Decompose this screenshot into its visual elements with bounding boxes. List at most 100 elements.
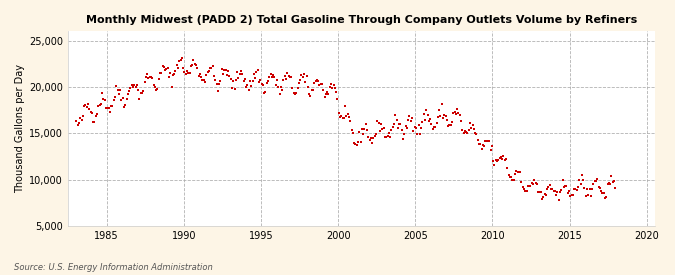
Point [314, 82, 325, 87]
Point [560, 183, 570, 188]
Point [211, 81, 222, 86]
Point [265, 72, 276, 76]
Point [327, 86, 338, 90]
Point [359, 126, 370, 131]
Point [279, 73, 290, 78]
Point [256, 82, 267, 86]
Point [117, 96, 128, 100]
Point [597, 190, 608, 195]
Point [409, 125, 420, 130]
Point [323, 91, 334, 96]
Point [193, 73, 204, 78]
Point [572, 185, 583, 189]
Point [233, 76, 244, 81]
Point [387, 124, 398, 129]
Point [412, 132, 423, 136]
Point [257, 83, 268, 87]
Point [90, 114, 101, 118]
Point [520, 188, 531, 193]
Point [472, 138, 483, 142]
Point [178, 65, 188, 70]
Point [130, 84, 141, 89]
Point [382, 133, 393, 138]
Point [103, 106, 114, 110]
Point [201, 73, 212, 77]
Point [349, 141, 360, 145]
Point [282, 70, 293, 75]
Point [352, 140, 363, 144]
Point [304, 92, 315, 97]
Point [86, 111, 97, 115]
Point [106, 103, 117, 108]
Point [173, 66, 184, 71]
Point [292, 86, 303, 90]
Point [474, 142, 485, 146]
Point [601, 194, 612, 199]
Point [298, 72, 309, 76]
Point [277, 87, 288, 92]
Point [80, 103, 91, 107]
Point [296, 73, 307, 78]
Point [592, 177, 603, 181]
Point [309, 81, 320, 86]
Point [261, 81, 272, 86]
Point [538, 195, 549, 199]
Point [593, 185, 604, 189]
Point [225, 77, 236, 81]
Point [176, 56, 187, 60]
Point [203, 69, 214, 73]
Point [105, 110, 115, 114]
Point [72, 123, 83, 127]
Point [215, 79, 226, 83]
Point [271, 82, 281, 87]
Point [187, 62, 198, 67]
Point [228, 79, 239, 84]
Point [545, 187, 556, 191]
Point [116, 97, 127, 102]
Point [287, 86, 298, 90]
Point [369, 134, 380, 138]
Point [184, 71, 195, 75]
Point [213, 89, 223, 93]
Point [147, 75, 158, 80]
Point [238, 78, 249, 83]
Point [529, 178, 539, 183]
Point [358, 131, 369, 136]
Point [146, 74, 157, 79]
Point [165, 71, 176, 76]
Point [355, 139, 366, 144]
Point [328, 83, 339, 87]
Point [341, 114, 352, 118]
Point [530, 181, 541, 185]
Point [189, 62, 200, 67]
Point [392, 118, 402, 122]
Point [170, 68, 181, 73]
Point [281, 77, 292, 82]
Point [398, 137, 408, 141]
Point [98, 96, 109, 101]
Point [406, 118, 416, 123]
Point [346, 128, 357, 132]
Point [443, 123, 454, 128]
Point [163, 74, 174, 79]
Point [556, 188, 567, 192]
Point [88, 120, 99, 124]
Point [480, 139, 491, 144]
Point [440, 114, 451, 118]
Point [511, 169, 522, 174]
Point [488, 158, 499, 163]
Point [457, 128, 468, 133]
Point [329, 86, 340, 90]
Point [450, 111, 461, 116]
Point [217, 72, 228, 77]
Point [372, 119, 383, 123]
Point [267, 75, 277, 79]
Point [108, 98, 119, 102]
Point [433, 108, 444, 112]
Point [435, 114, 446, 119]
Point [75, 116, 86, 120]
Point [113, 92, 124, 96]
Point [575, 182, 586, 187]
Point [522, 184, 533, 189]
Point [232, 70, 242, 74]
